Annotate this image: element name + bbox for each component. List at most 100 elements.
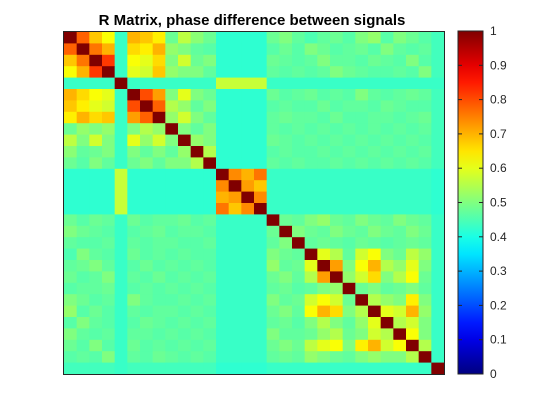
heatmap-cell bbox=[152, 339, 166, 352]
heatmap-cell bbox=[406, 180, 420, 192]
heatmap-cell bbox=[355, 100, 369, 113]
heatmap-cell bbox=[279, 328, 293, 341]
heatmap-cell bbox=[342, 89, 356, 101]
heatmap-cell bbox=[418, 180, 432, 192]
heatmap-cell bbox=[165, 191, 179, 204]
heatmap-cell bbox=[368, 305, 382, 318]
heatmap-cell bbox=[178, 146, 192, 158]
heatmap-cell bbox=[216, 180, 230, 192]
heatmap-cell bbox=[165, 317, 179, 329]
heatmap-cell bbox=[254, 271, 268, 284]
heatmap-cell bbox=[330, 362, 344, 375]
heatmap-cell bbox=[368, 271, 382, 284]
heatmap-cell bbox=[317, 328, 331, 341]
heatmap-cell bbox=[254, 214, 268, 227]
heatmap-cell bbox=[279, 214, 293, 227]
heatmap-cell bbox=[279, 351, 293, 363]
heatmap-cell bbox=[292, 225, 306, 238]
heatmap-cell bbox=[89, 294, 103, 306]
heatmap-cell bbox=[368, 294, 382, 306]
heatmap-cell bbox=[76, 305, 90, 318]
heatmap-cell bbox=[165, 248, 179, 261]
heatmap-cell bbox=[317, 168, 331, 181]
heatmap-cell bbox=[266, 111, 280, 124]
heatmap-cell bbox=[380, 214, 394, 227]
heatmap-cell bbox=[127, 77, 141, 90]
heatmap-cell bbox=[317, 32, 331, 44]
heatmap-cell bbox=[368, 191, 382, 204]
heatmap-cell bbox=[216, 89, 230, 101]
heatmap-cell bbox=[342, 317, 356, 329]
heatmap-cell bbox=[140, 168, 154, 181]
heatmap-cell bbox=[203, 191, 217, 204]
heatmap-cell bbox=[254, 168, 268, 181]
heatmap-cell bbox=[165, 134, 179, 147]
heatmap-cell bbox=[165, 43, 179, 56]
heatmap-cell bbox=[114, 248, 128, 261]
heatmap-cell bbox=[393, 225, 407, 238]
heatmap-cell bbox=[76, 282, 90, 295]
heatmap-cell bbox=[342, 54, 356, 67]
heatmap-cell bbox=[279, 339, 293, 352]
heatmap-cell bbox=[228, 157, 242, 170]
heatmap-cell bbox=[140, 157, 154, 170]
heatmap-cell bbox=[203, 317, 217, 329]
heatmap-cell bbox=[76, 317, 90, 329]
heatmap-cell bbox=[380, 89, 394, 101]
heatmap-cell bbox=[342, 282, 356, 295]
heatmap-cell bbox=[292, 157, 306, 170]
heatmap-cell bbox=[76, 54, 90, 67]
heatmap-cell bbox=[140, 100, 154, 113]
heatmap-cell bbox=[266, 225, 280, 238]
heatmap-cell bbox=[342, 180, 356, 192]
heatmap-cell bbox=[89, 237, 103, 249]
heatmap-cell bbox=[152, 100, 166, 113]
heatmap-cell bbox=[393, 157, 407, 170]
heatmap-cell bbox=[431, 339, 445, 352]
heatmap-cell bbox=[406, 54, 420, 67]
heatmap-cell bbox=[76, 191, 90, 204]
heatmap-cell bbox=[254, 317, 268, 329]
heatmap-cell bbox=[102, 305, 116, 318]
heatmap-cell bbox=[431, 111, 445, 124]
heatmap-cell bbox=[114, 305, 128, 318]
heatmap-cell bbox=[342, 134, 356, 147]
heatmap-cell bbox=[393, 100, 407, 113]
heatmap-cell bbox=[114, 260, 128, 272]
heatmap-cell bbox=[292, 305, 306, 318]
heatmap-cell bbox=[127, 191, 141, 204]
heatmap-cell bbox=[266, 89, 280, 101]
heatmap-cell bbox=[330, 191, 344, 204]
heatmap-cell bbox=[330, 237, 344, 249]
heatmap-cell bbox=[64, 43, 78, 56]
heatmap-cell bbox=[431, 203, 445, 215]
heatmap-cell bbox=[152, 180, 166, 192]
heatmap-cell bbox=[190, 294, 204, 306]
heatmap-cell bbox=[178, 248, 192, 261]
heatmap-cell bbox=[418, 146, 432, 158]
heatmap-cell bbox=[190, 100, 204, 113]
heatmap-cell bbox=[190, 317, 204, 329]
heatmap-cell bbox=[418, 248, 432, 261]
heatmap-cell bbox=[266, 328, 280, 341]
colorbar-tick-label: 0.6 bbox=[490, 161, 507, 175]
heatmap-cell bbox=[342, 351, 356, 363]
heatmap-cell bbox=[431, 157, 445, 170]
heatmap-cell bbox=[266, 168, 280, 181]
heatmap-cell bbox=[64, 225, 78, 238]
heatmap-cell bbox=[292, 203, 306, 215]
heatmap-cell bbox=[165, 32, 179, 44]
heatmap-cell bbox=[368, 317, 382, 329]
heatmap-cell bbox=[317, 317, 331, 329]
heatmap-cell bbox=[368, 146, 382, 158]
heatmap-cell bbox=[76, 123, 90, 135]
heatmap-cell bbox=[216, 123, 230, 135]
heatmap-cell bbox=[342, 111, 356, 124]
heatmap-cell bbox=[292, 237, 306, 249]
heatmap-cell bbox=[330, 305, 344, 318]
heatmap-cell bbox=[431, 168, 445, 181]
heatmap-cell bbox=[114, 328, 128, 341]
heatmap-cell bbox=[393, 168, 407, 181]
heatmap-cell bbox=[355, 77, 369, 90]
